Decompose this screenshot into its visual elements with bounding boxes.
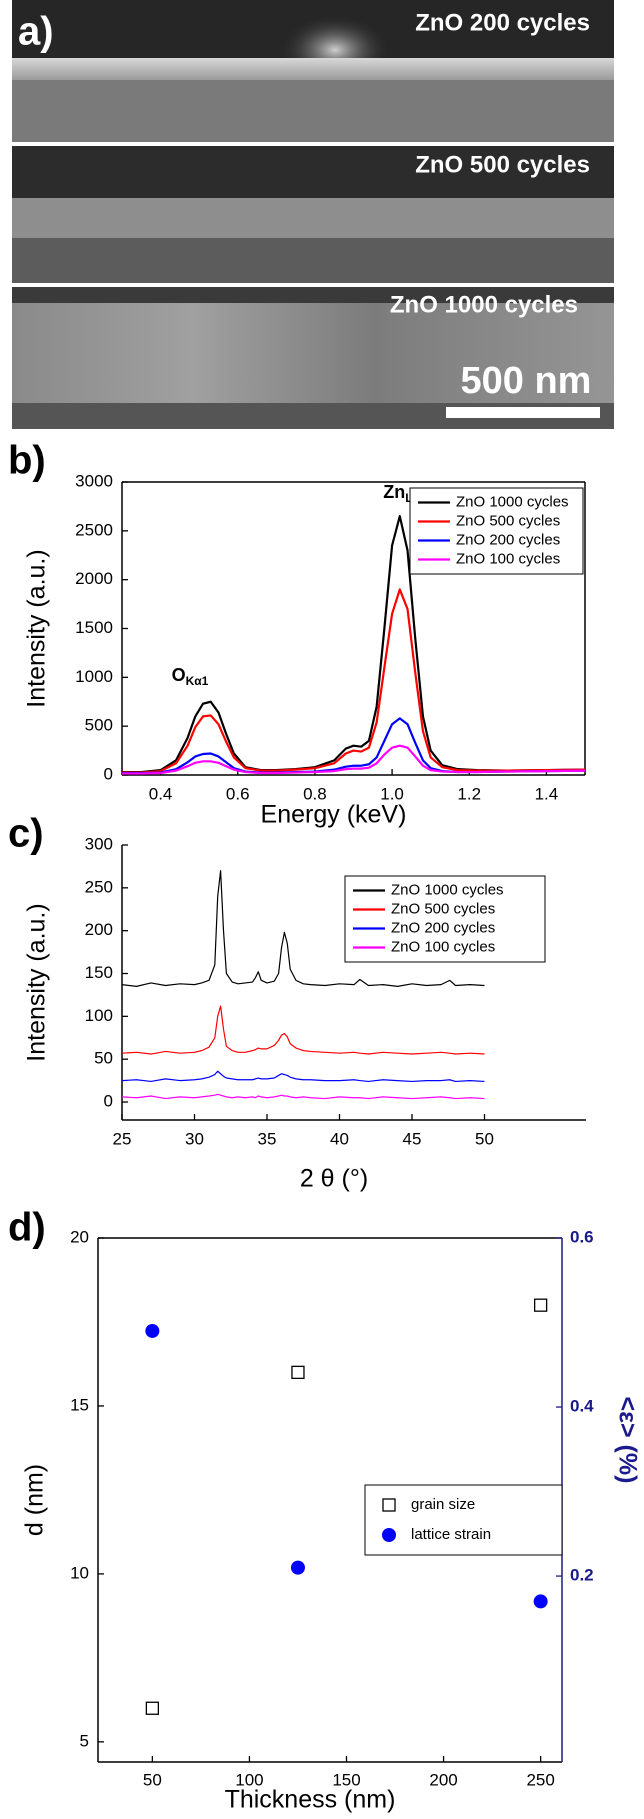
x-axis-label: 2 θ (°) [300, 1165, 368, 1193]
panel-label: b) [8, 439, 46, 483]
y-tick-label: 0 [104, 1091, 113, 1110]
scale-bar [446, 407, 600, 418]
legend-label: ZnO 1000 cycles [456, 493, 569, 510]
y-tick-label: 10 [70, 1563, 89, 1582]
legend-label: grain size [411, 1496, 475, 1513]
y-tick-label: 15 [70, 1395, 89, 1414]
annotation-text: Zn [383, 482, 405, 502]
y-tick-label: 1000 [75, 667, 113, 686]
y-tick-label: 300 [85, 834, 113, 853]
y-tick-label: 200 [85, 920, 113, 939]
x-tick-label: 0.6 [226, 784, 250, 803]
x-tick-label: 35 [258, 1129, 277, 1148]
sem-image [12, 146, 614, 283]
y2-tick-label: 0.6 [570, 1227, 594, 1246]
y-tick-label: 20 [70, 1227, 89, 1246]
y-tick-label: 1500 [75, 618, 113, 637]
x-tick-label: 25 [113, 1129, 132, 1148]
x-tick-label: 1.4 [535, 784, 559, 803]
legend-box [364, 1484, 563, 1556]
annotation-subscript: Kα1 [186, 674, 209, 688]
legend-label: ZnO 200 cycles [456, 531, 560, 548]
y-axis-label: Intensity (a.u.) [23, 903, 51, 1061]
marker [145, 1323, 160, 1338]
data-line [121, 1093, 485, 1100]
data-line [121, 1070, 485, 1083]
marker [533, 1594, 548, 1609]
legend-label: lattice strain [411, 1526, 491, 1543]
sem-image [12, 287, 614, 429]
panel-label: a) [18, 10, 54, 54]
legend-label: ZnO 500 cycles [391, 900, 495, 917]
image-caption: ZnO 200 cycles [415, 9, 590, 36]
legend-label: ZnO 100 cycles [456, 550, 560, 567]
y2-tick-label: 0.4 [570, 1397, 594, 1416]
x-tick-label: 150 [332, 1770, 360, 1789]
y-tick-label: 2500 [75, 520, 113, 539]
sem-image [12, 0, 614, 142]
panel-label: c) [8, 812, 44, 856]
panel-label: d) [8, 1206, 46, 1250]
annotation: OKα1 [172, 665, 209, 688]
annotation-text: O [172, 665, 186, 685]
x-tick-label: 50 [475, 1129, 494, 1148]
data-line [122, 717, 586, 775]
marker [382, 1498, 396, 1512]
y-tick-label: 250 [85, 877, 113, 896]
x-tick-label: 250 [526, 1770, 554, 1789]
x-tick-label: 0.4 [149, 784, 173, 803]
y-axis-label: d (nm) [21, 1464, 49, 1536]
x-tick-label: 200 [429, 1770, 457, 1789]
legend-label: ZnO 1000 cycles [391, 881, 504, 898]
y-tick-label: 100 [85, 1006, 113, 1025]
y2-tick-label: 0.2 [570, 1566, 594, 1585]
data-line [121, 870, 485, 987]
data-line [122, 515, 586, 774]
x-tick-label: 100 [235, 1770, 263, 1789]
y-tick-label: 150 [85, 963, 113, 982]
marker [290, 1560, 305, 1575]
marker [382, 1528, 396, 1542]
y-tick-label: 5 [80, 1731, 89, 1750]
data-line [121, 1005, 485, 1055]
x-axis-label: Energy (keV) [261, 801, 407, 829]
y-axis-label: Intensity (a.u.) [23, 549, 51, 707]
legend-label: ZnO 200 cycles [391, 919, 495, 936]
y-tick-label: 2000 [75, 569, 113, 588]
y-tick-label: 3000 [75, 471, 113, 490]
y-tick-label: 50 [94, 1049, 113, 1068]
x-tick-label: 50 [143, 1770, 162, 1789]
y2-axis-label: <ε> (%) [613, 1397, 641, 1484]
y-tick-label: 0 [104, 764, 113, 783]
x-tick-label: 1.0 [380, 784, 404, 803]
data-line [122, 744, 586, 775]
image-caption: ZnO 500 cycles [415, 151, 590, 178]
x-tick-label: 40 [330, 1129, 349, 1148]
legend-label: ZnO 100 cycles [391, 938, 495, 955]
image-caption: ZnO 1000 cycles [390, 291, 578, 318]
legend-label: ZnO 500 cycles [456, 512, 560, 529]
marker [145, 1701, 160, 1715]
data-line [122, 588, 586, 774]
y-tick-label: 500 [85, 716, 113, 735]
scale-bar-label: 500 nm [461, 360, 592, 402]
x-tick-label: 1.2 [457, 784, 481, 803]
marker [533, 1298, 548, 1312]
x-axis-label: Thickness (nm) [225, 1786, 396, 1814]
x-tick-label: 45 [403, 1129, 422, 1148]
x-tick-label: 0.8 [303, 784, 327, 803]
marker [291, 1365, 305, 1380]
x-tick-label: 30 [185, 1129, 204, 1148]
